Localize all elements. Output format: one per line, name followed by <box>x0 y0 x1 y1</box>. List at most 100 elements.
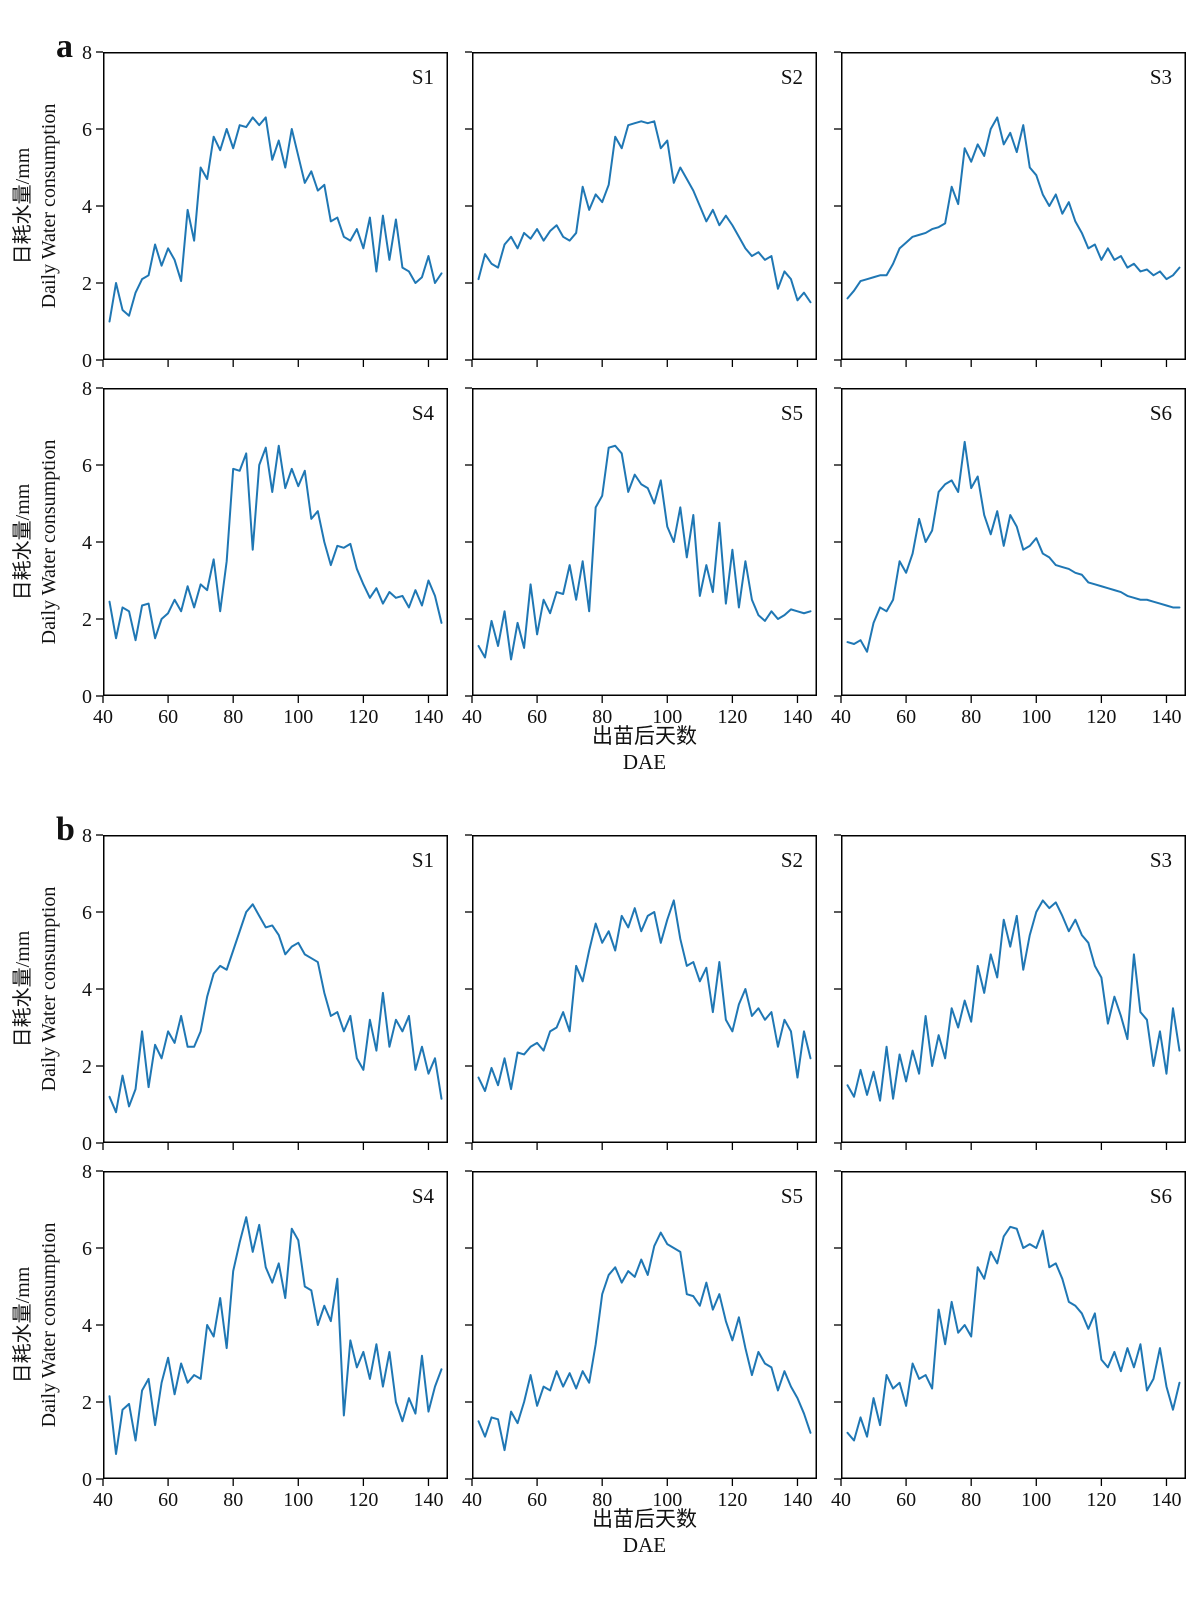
x-tick-label: 80 <box>592 706 612 728</box>
subplot-title: S1 <box>412 65 434 89</box>
subplot-b-s6: 40 60 80 100 120 140 S6 <box>831 1170 1186 1511</box>
y-tick-label: 4 <box>82 1315 92 1337</box>
series-line-s1 <box>108 116 443 323</box>
y-axis-label-en: Daily Water consumption <box>38 104 60 309</box>
plot-frame <box>472 835 817 1144</box>
plot-frame <box>103 835 448 1144</box>
x-tick-label: 60 <box>896 1489 916 1511</box>
panel-a-x-axis-label: 出苗后天数 DAE <box>103 724 1186 775</box>
y-tick-label: 8 <box>82 1161 92 1183</box>
panel-a: a 0 2 4 6 8 日耗水量/mm Daily Water consumption S1 S… <box>0 22 1200 775</box>
x-tick-label: 120 <box>717 706 747 728</box>
x-tick-label: 60 <box>896 706 916 728</box>
x-axis-label-en: DAE <box>622 749 667 774</box>
series-line-s2 <box>477 899 812 1093</box>
plot-canvas: 40 60 80 100 120 140 S5 <box>462 1170 817 1511</box>
plot-frame <box>841 52 1186 360</box>
x-axis-label-cn: 出苗后天数 <box>592 724 697 748</box>
subplot-b-s4: 40 60 80 100 120 140 0 2 4 6 8 日耗水量/mm Daily Water c… <box>11 1161 448 1511</box>
y-tick-label: 4 <box>82 979 92 1001</box>
panel-b: b 0 2 4 6 8 日耗水量/mm Daily Water consumption S1 S… <box>0 805 1200 1558</box>
panel-b-grid: 0 2 4 6 8 日耗水量/mm Daily Water consumption S1 S2 S… <box>11 825 1186 1511</box>
subplot-a-s4: 40 60 80 100 120 140 0 2 4 6 8 日耗水量/mm Daily Water c… <box>11 378 448 728</box>
x-tick-label: 80 <box>223 1489 243 1511</box>
y-axis-label-en: Daily Water consumption <box>38 887 60 1092</box>
series-line-s4 <box>108 1216 443 1456</box>
x-tick-label: 60 <box>158 706 178 728</box>
plot-frame <box>103 388 448 696</box>
x-tick-label: 40 <box>462 706 482 728</box>
plot-canvas: S2 <box>465 51 817 367</box>
x-tick-label: 40 <box>93 706 113 728</box>
panel-a-letter: a <box>56 28 73 65</box>
x-tick-label: 140 <box>782 1489 812 1511</box>
plot-frame <box>103 52 448 360</box>
x-tick-label: 140 <box>413 706 443 728</box>
y-tick-label: 8 <box>82 825 92 847</box>
x-tick-label: 80 <box>592 1489 612 1511</box>
plot-canvas: 40 60 80 100 120 140 0 2 4 6 8 日耗水量/mm Daily Water c… <box>11 1161 448 1511</box>
x-tick-label: 60 <box>158 1489 178 1511</box>
subplot-title: S4 <box>412 1184 435 1208</box>
x-tick-label: 80 <box>223 706 243 728</box>
series-line-s2 <box>477 120 812 304</box>
subplot-b-s3: S3 <box>834 834 1186 1151</box>
y-axis-label-en: Daily Water consumption <box>38 1223 60 1428</box>
y-tick-label: 2 <box>82 1392 92 1414</box>
subplot-b-s2: S2 <box>465 834 817 1151</box>
x-tick-label: 80 <box>961 706 981 728</box>
x-tick-label: 40 <box>462 1489 482 1511</box>
plot-canvas: 40 60 80 100 120 140 S5 <box>462 387 817 728</box>
plot-frame <box>841 835 1186 1144</box>
y-tick-label: 0 <box>82 1133 92 1155</box>
y-tick-label: 0 <box>82 350 92 372</box>
plot-frame <box>103 1171 448 1480</box>
subplot-title: S5 <box>781 1184 803 1208</box>
x-tick-label: 120 <box>348 1489 378 1511</box>
subplot-a-s1: 0 2 4 6 8 日耗水量/mm Daily Water consumption S1 <box>11 42 448 372</box>
y-tick-label: 2 <box>82 609 92 631</box>
x-tick-label: 120 <box>348 706 378 728</box>
x-tick-label: 100 <box>652 1489 682 1511</box>
y-tick-label: 2 <box>82 273 92 295</box>
plot-frame <box>472 1171 817 1480</box>
subplot-a-s6: 40 60 80 100 120 140 S6 <box>831 387 1186 728</box>
panel-b-letter: b <box>56 811 75 849</box>
subplot-a-s2: S2 <box>465 51 817 367</box>
y-tick-label: 0 <box>82 1469 92 1491</box>
series-line-s6 <box>846 1226 1181 1442</box>
y-tick-label: 0 <box>82 686 92 708</box>
x-tick-label: 140 <box>413 1489 443 1511</box>
plot-canvas: 40 60 80 100 120 140 S6 <box>831 1170 1186 1511</box>
y-tick-label: 8 <box>82 42 92 64</box>
subplot-a-s3: S3 <box>834 51 1186 367</box>
plot-frame <box>841 388 1186 696</box>
x-tick-label: 100 <box>1021 706 1051 728</box>
y-tick-label: 4 <box>82 196 92 218</box>
series-line-s3 <box>846 116 1181 300</box>
x-tick-label: 100 <box>283 706 313 728</box>
plot-frame <box>472 52 817 360</box>
x-tick-label: 140 <box>782 706 812 728</box>
x-tick-label: 140 <box>1151 1489 1181 1511</box>
subplot-title: S6 <box>1150 401 1172 425</box>
x-axis-label-cn: 出苗后天数 <box>592 1507 697 1532</box>
series-line-s6 <box>846 440 1181 653</box>
subplot-title: S3 <box>1150 848 1172 872</box>
plot-frame <box>841 1171 1186 1480</box>
y-tick-label: 6 <box>82 1238 92 1260</box>
subplot-title: S3 <box>1150 65 1172 89</box>
plot-frame <box>472 388 817 696</box>
x-tick-label: 100 <box>1021 1489 1051 1511</box>
panel-a-grid: 0 2 4 6 8 日耗水量/mm Daily Water consumption S1 S2 S… <box>11 42 1186 728</box>
subplot-title: S2 <box>781 65 803 89</box>
series-line-s4 <box>108 444 443 642</box>
y-tick-label: 6 <box>82 455 92 477</box>
subplot-title: S4 <box>412 401 435 425</box>
subplot-a-s5: 40 60 80 100 120 140 S5 <box>462 387 817 728</box>
x-axis-label-en: DAE <box>622 1532 667 1557</box>
series-line-s3 <box>846 899 1181 1102</box>
y-axis-label-cn: 日耗水量/mm <box>11 147 34 264</box>
y-tick-label: 6 <box>82 902 92 924</box>
subplot-title: S6 <box>1150 1184 1172 1208</box>
